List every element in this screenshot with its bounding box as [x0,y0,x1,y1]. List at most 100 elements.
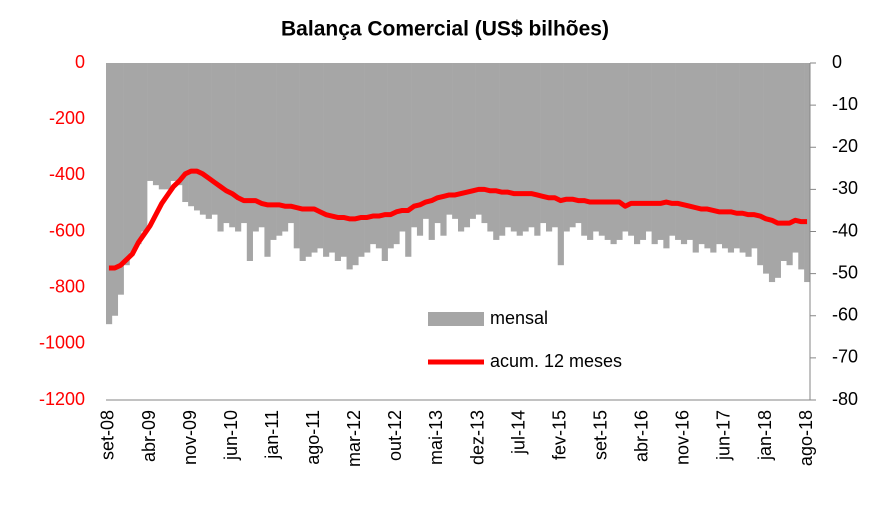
bar [645,63,652,232]
y-tick-label: -400 [49,164,85,184]
bar [669,63,676,236]
bar [528,63,535,228]
bar [422,63,429,219]
bar [223,63,230,224]
bar [411,63,418,228]
bar [293,63,300,249]
y-tick-label: -800 [49,276,85,296]
bar [628,63,635,236]
bar [634,63,641,245]
bar [710,63,717,253]
bar [270,63,277,240]
bar [768,63,776,283]
legend-label: acum. 12 meses [490,351,622,371]
x-tick-label: jan-18 [755,410,775,461]
bar [141,63,148,232]
y2-tick-label: -20 [832,136,858,156]
x-tick-label: jul-14 [508,410,528,455]
bar [757,63,764,266]
x-tick-label: ago-11 [303,410,323,465]
line [108,168,808,271]
bar [798,63,805,270]
bar [340,63,347,257]
bar [217,63,224,232]
bar [581,63,588,236]
bar [522,63,529,232]
bar [557,63,564,266]
bar [493,63,500,240]
bar [722,63,729,249]
bar [463,63,471,228]
bar [704,63,711,249]
bar [393,63,400,245]
bar [622,63,629,232]
bar [598,63,605,236]
bar [229,63,236,228]
bar [587,63,594,240]
x-tick-label: jan-11 [262,410,282,460]
x-tick-label: set-15 [590,410,610,460]
bar [264,63,271,257]
bar [692,63,699,253]
bar [135,63,142,245]
bar [235,63,242,232]
x-tick-label: mai-13 [426,410,446,465]
x-tick-label: ago-18 [796,410,816,466]
bar [510,63,517,232]
bar [534,63,541,236]
bar [716,63,723,245]
bar [774,63,781,278]
x-tick-label: abr-09 [139,410,159,462]
bar [328,63,336,253]
bar [170,63,177,181]
y2-tick-label: -30 [832,178,858,198]
bar [370,63,377,245]
bar [499,63,506,236]
y-tick-label: -1000 [39,333,85,353]
bar [158,63,165,190]
bar [416,63,424,236]
bar [194,63,201,211]
bar [487,63,494,232]
bar [182,63,189,203]
y2-tick-label: -80 [832,389,858,409]
bar [440,63,447,236]
bar [475,63,482,215]
bar [751,63,758,249]
bar [323,63,330,257]
bar [317,63,324,249]
bar [686,63,693,240]
bar [780,63,787,261]
bar [804,63,811,283]
bar [680,63,688,245]
bar [358,63,365,257]
x-tick-label: nov-09 [180,410,200,465]
bar [364,63,371,253]
bar [651,63,658,245]
legend-label: mensal [490,308,548,328]
bar [786,63,793,266]
bar [164,63,171,190]
bar [698,63,705,245]
y2-tick-label: 0 [832,52,842,72]
x-tick-label: dez-13 [467,410,487,465]
bar [610,63,617,245]
bar [129,63,136,253]
y2-tick-label: -70 [832,347,858,367]
y-tick-label: -1200 [39,389,85,409]
bar [352,63,359,266]
bar [381,63,388,261]
y-tick-label: -600 [49,220,85,240]
bar [258,63,265,228]
x-tick-label: abr-16 [632,410,652,462]
bar [305,63,312,257]
bar [575,63,582,224]
bar [276,63,283,236]
bar [428,63,435,240]
bar [387,63,394,249]
bar [334,63,341,261]
chart-title: Balança Comercial (US$ bilhões) [281,18,609,41]
bar [399,63,406,232]
bar [375,63,383,249]
bar [458,63,465,232]
